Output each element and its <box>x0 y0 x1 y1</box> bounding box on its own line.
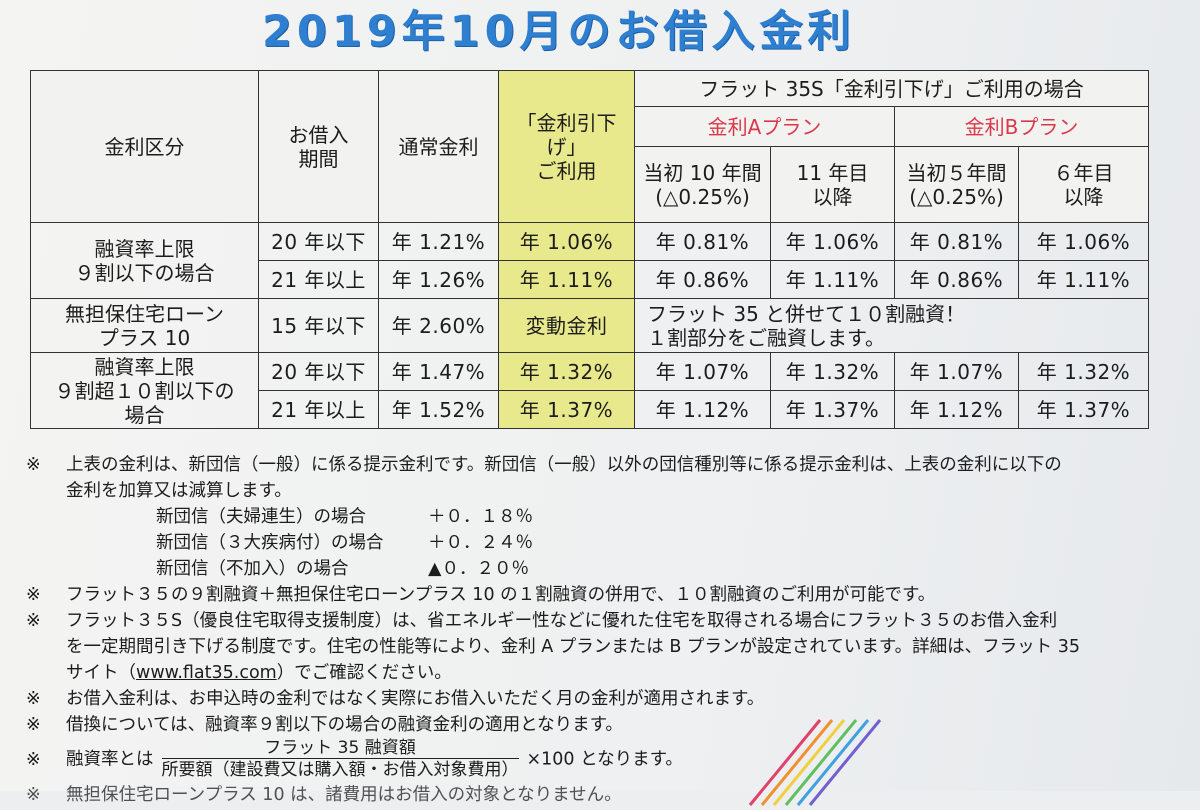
header-period: お借入 期間 <box>258 70 379 223</box>
note-7: ※ 無担保住宅ローンプラス 10 は、諸費用はお借入の対象となりません。 <box>26 782 1196 808</box>
note-text: 融資率とは <box>66 749 154 770</box>
rainbow-stripes-graphic <box>748 719 882 806</box>
plan-a-after-cell: 年 1.32% <box>770 352 895 391</box>
reduced-rate-cell: 年 1.37% <box>498 390 635 429</box>
note-mark: ※ <box>26 455 41 475</box>
category-label: 融資率上限 ９割以下の場合 <box>30 222 259 299</box>
note-text: ）でご確認ください。 <box>276 663 452 683</box>
plan-b-first-cell: 年 0.86% <box>894 260 1019 299</box>
header-flat35s: フラット 35S「金利引下げ」ご利用の場合 <box>633 70 1150 107</box>
header-plan-a: 金利Aプラン <box>634 106 895 147</box>
variable-rate-cell: 変動金利 <box>498 298 635 353</box>
surcharge-label: 新団信（夫婦連生）の場合 <box>156 507 366 527</box>
table-row: 融資率上限 ９割超１０割以下の 場合 20 年以下 年 1.47% 年 1.32… <box>30 352 1150 429</box>
plan-b-after-cell: 年 1.32% <box>1017 352 1150 391</box>
surcharge-item: 新団信（夫婦連生）の場合 ＋０．１８％ <box>26 504 1196 530</box>
category-label: 無担保住宅ローン プラス 10 <box>30 298 259 353</box>
combined-loan-note-cell: フラット 35 と併せて１０割融資！ １割部分をご融資します。 <box>633 298 1150 353</box>
note-3-continued: を一定期間引き下げる制度です。住宅の性能等により、金利 A プランまたは B プ… <box>66 637 1080 657</box>
plan-a-after-cell: 年 1.06% <box>770 222 895 261</box>
footnotes: ※ 上表の金利は、新団信（一般）に係る提示金利です。新団信（一般）以外の団信種別等… <box>26 452 1196 808</box>
normal-rate-cell: 年 1.52% <box>378 390 499 429</box>
table-row: 無担保住宅ローン プラス 10 15 年以下 年 2.60% 変動金利 フラット… <box>30 298 1150 353</box>
note-text: 上表の金利は、新団信（一般）に係る提示金利です。新団信（一般）以外の団信種別等に… <box>66 455 1062 475</box>
header-plan-b: 金利Bプラン <box>893 106 1150 147</box>
note-mark: ※ <box>26 749 41 770</box>
header-reduced-rate: 「金利引下げ」 ご利用 <box>498 70 635 223</box>
plan-b-first-cell: 年 0.81% <box>894 222 1019 261</box>
plan-a-first-cell: 年 1.12% <box>634 390 771 429</box>
formula-denominator: 所要額（建設費又は購入額・お借入対象費用） <box>161 760 519 780</box>
surcharge-label: 新団信（３大疾病付）の場合 <box>156 533 384 553</box>
note-mark: ※ <box>26 611 41 631</box>
surcharge-value: ▲０．２０％ <box>428 559 529 579</box>
interest-rate-table: 金利区分 お借入 期間 通常金利 「金利引下げ」 ご利用 フラット 35S「金利… <box>30 70 1150 429</box>
normal-rate-cell: 年 1.47% <box>378 352 499 391</box>
note-6: ※ 融資率とは フラット 35 融資額 所要額（建設費又は購入額・お借入対象費用） ×1… <box>26 738 1196 782</box>
plan-b-first-cell: 年 1.07% <box>894 352 1019 391</box>
note-1-continued: 金利を加算又は減算します。 <box>66 481 292 501</box>
surcharge-label: 新団信（不加入）の場合 <box>156 559 349 579</box>
header-normal-rate: 通常金利 <box>378 70 499 223</box>
period-cell: 21 年以上 <box>258 390 379 429</box>
plan-a-after-cell: 年 1.37% <box>770 390 895 429</box>
period-cell: 20 年以下 <box>258 352 379 391</box>
table-row: 融資率上限 ９割以下の場合 20 年以下 年 1.21% 年 1.06% 年 0… <box>30 222 1150 299</box>
ratio-formula: フラット 35 融資額 所要額（建設費又は購入額・お借入対象費用） <box>161 738 519 781</box>
plan-a-first-cell: 年 1.07% <box>634 352 771 391</box>
header-plan-a-after: 11 年目 以降 <box>770 146 895 223</box>
plan-b-after-cell: 年 1.06% <box>1017 222 1150 261</box>
reduced-rate-cell: 年 1.11% <box>498 260 635 299</box>
normal-rate-cell: 年 1.21% <box>378 222 499 261</box>
surcharge-value: ＋０．１８％ <box>428 507 533 527</box>
note-mark: ※ <box>26 785 41 805</box>
period-cell: 21 年以上 <box>258 260 379 299</box>
note-mark: ※ <box>26 715 41 735</box>
plan-b-first-cell: 年 1.12% <box>894 390 1019 429</box>
plan-a-first-cell: 年 0.81% <box>634 222 771 261</box>
plan-b-after-cell: 年 1.11% <box>1017 260 1150 299</box>
note-text: フラット３５S（優良住宅取得支援制度）は、省エネルギー性などに優れた住宅を取得さ… <box>66 611 1058 631</box>
reduced-rate-cell: 年 1.06% <box>498 222 635 261</box>
period-cell: 15 年以下 <box>258 298 379 353</box>
header-plan-a-first: 当初 10 年間 (△0.25%) <box>634 146 771 223</box>
note-3: ※ フラット３５S（優良住宅取得支援制度）は、省エネルギー性などに優れた住宅を取得… <box>26 608 1196 634</box>
note-text: ×100 となります。 <box>526 749 683 770</box>
surcharge-item: 新団信（不加入）の場合 ▲０．２０％ <box>26 556 1196 582</box>
note-3-continued: サイト（www.flat35.com）でご確認ください。 <box>26 660 1196 686</box>
surcharge-value: ＋０．２４％ <box>428 533 533 553</box>
plan-b-after-cell: 年 1.37% <box>1017 390 1150 429</box>
header-category: 金利区分 <box>30 70 259 223</box>
header-plan-b-after: ６年目 以降 <box>1017 146 1150 223</box>
note-mark: ※ <box>26 689 41 709</box>
note-text: 借換については、融資率９割以下の場合の融資金利の適用となります。 <box>66 715 623 735</box>
note-1: ※ 上表の金利は、新団信（一般）に係る提示金利です。新団信（一般）以外の団信種別等… <box>26 452 1196 478</box>
note-text: サイト（ <box>66 663 136 683</box>
table-row: 21 年以上 年 1.26% 年 1.11% 年 0.86% 年 1.11% 年… <box>31 260 1150 299</box>
formula-numerator: フラット 35 融資額 <box>161 738 519 759</box>
note-mark: ※ <box>26 585 41 605</box>
note-text: 無担保住宅ローンプラス 10 は、諸費用はお借入の対象となりません。 <box>66 785 622 805</box>
note-text: フラット３５の９割融資＋無担保住宅ローンプラス 10 の１割融資の併用で、１０割… <box>66 585 936 605</box>
header-plan-b-first: 当初５年間 (△0.25%) <box>894 146 1019 223</box>
normal-rate-cell: 年 1.26% <box>378 260 499 299</box>
page-title: 2019年10月のお借入金利 <box>262 7 856 57</box>
note-4: ※ お借入金利は、お申込時の金利ではなく実際にお借入いただく月の金利が適用されます… <box>26 686 1196 712</box>
note-2: ※ フラット３５の９割融資＋無担保住宅ローンプラス 10 の１割融資の併用で、１０… <box>26 582 1196 608</box>
note-text: お借入金利は、お申込時の金利ではなく実際にお借入いただく月の金利が適用されます。 <box>66 689 765 709</box>
normal-rate-cell: 年 2.60% <box>378 298 499 353</box>
note-5: ※ 借換については、融資率９割以下の場合の融資金利の適用となります。 <box>26 712 1196 738</box>
plan-a-first-cell: 年 0.86% <box>634 260 771 299</box>
flat35-site-link[interactable]: www.flat35.com <box>136 663 277 683</box>
table-row: 21 年以上 年 1.52% 年 1.37% 年 1.12% 年 1.37% 年… <box>31 390 1150 429</box>
surcharge-item: 新団信（３大疾病付）の場合 ＋０．２４％ <box>26 530 1196 556</box>
category-label: 融資率上限 ９割超１０割以下の 場合 <box>30 352 259 429</box>
period-cell: 20 年以下 <box>258 222 379 261</box>
reduced-rate-cell: 年 1.32% <box>498 352 635 391</box>
plan-a-after-cell: 年 1.11% <box>770 260 895 299</box>
